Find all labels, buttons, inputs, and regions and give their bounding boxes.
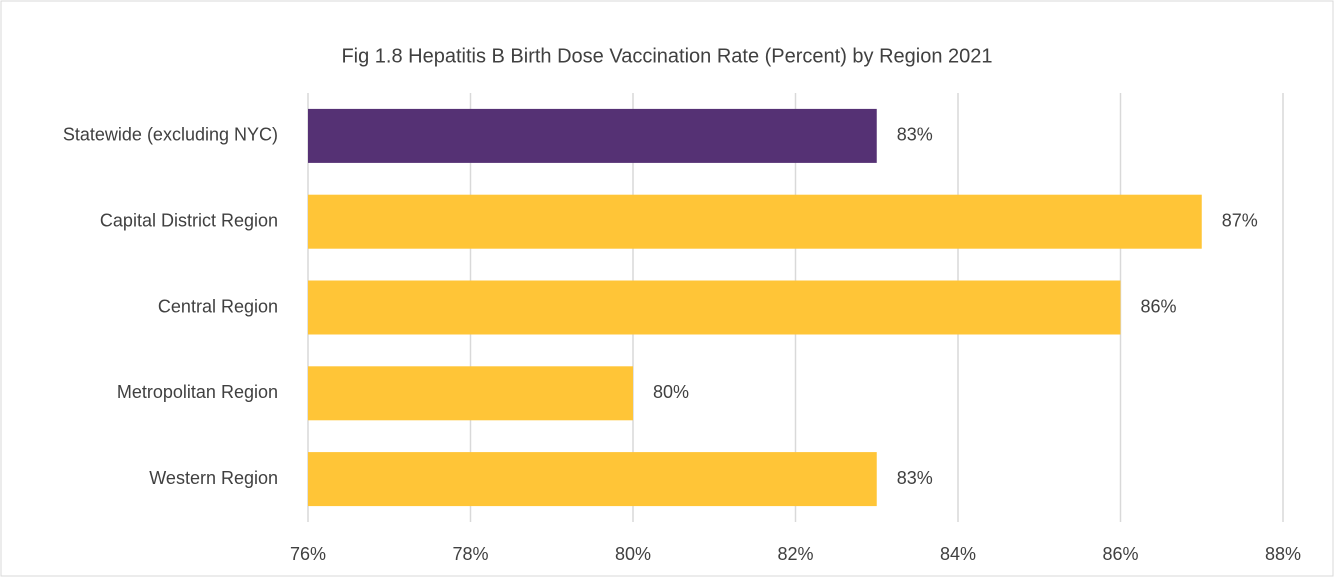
bar: [308, 108, 877, 163]
bar: [308, 366, 633, 421]
y-tick-label: Metropolitan Region: [117, 382, 278, 402]
y-tick-label: Capital District Region: [100, 210, 278, 230]
x-tick-label: 88%: [1265, 544, 1301, 564]
data-label: 83%: [897, 125, 933, 145]
x-tick-label: 76%: [290, 544, 326, 564]
bar: [308, 280, 1121, 335]
y-tick-label: Western Region: [149, 468, 278, 488]
data-label: 86%: [1141, 296, 1177, 316]
data-label: 87%: [1222, 210, 1258, 230]
bar: [308, 452, 877, 507]
chart-title: Fig 1.8 Hepatitis B Birth Dose Vaccinati…: [341, 45, 992, 67]
data-label: 80%: [653, 382, 689, 402]
x-tick-label: 78%: [452, 544, 488, 564]
x-tick-label: 86%: [1102, 544, 1138, 564]
x-tick-label: 80%: [615, 544, 651, 564]
y-tick-label: Statewide (excluding NYC): [63, 125, 278, 145]
data-label: 83%: [897, 468, 933, 488]
x-tick-label: 82%: [777, 544, 813, 564]
y-tick-label: Central Region: [158, 296, 278, 316]
x-tick-label: 84%: [940, 544, 976, 564]
bar: [308, 194, 1202, 249]
